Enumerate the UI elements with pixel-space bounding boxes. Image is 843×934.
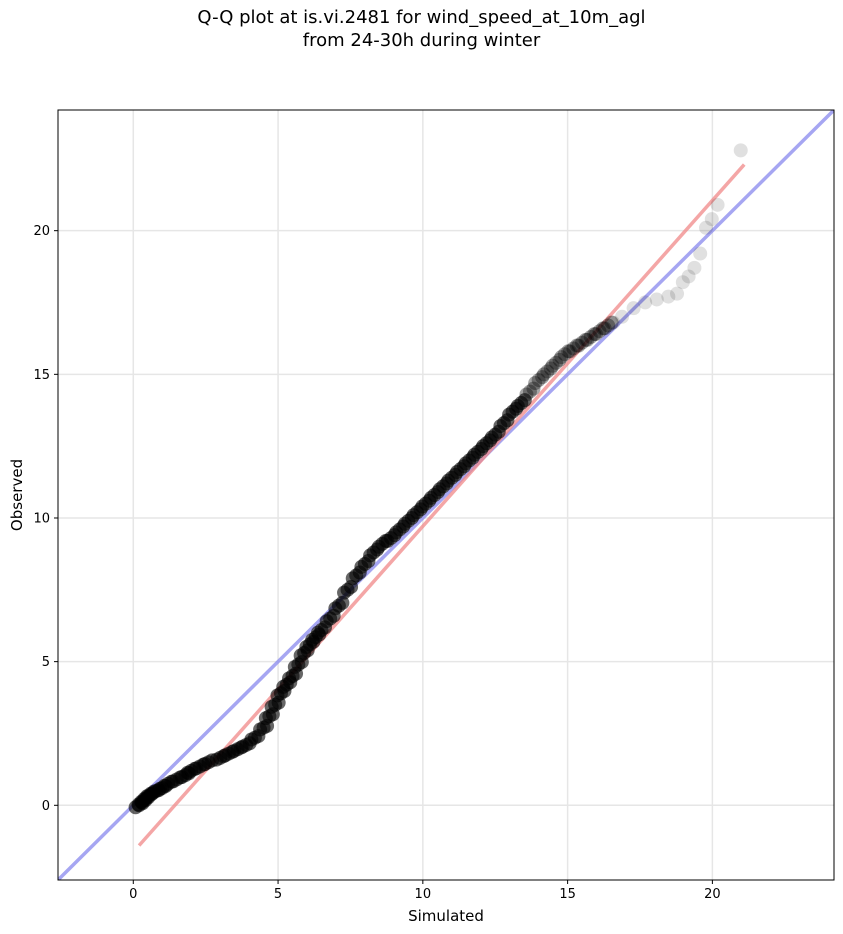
data-point bbox=[578, 332, 593, 347]
y-tick-label: 15 bbox=[33, 368, 50, 383]
data-point bbox=[704, 212, 719, 227]
plot-frame bbox=[57, 109, 835, 881]
data-point bbox=[601, 318, 616, 333]
data-point bbox=[675, 275, 690, 290]
data-point bbox=[670, 286, 685, 301]
data-point bbox=[661, 289, 676, 304]
data-point bbox=[681, 269, 696, 284]
data-point bbox=[536, 367, 551, 382]
data-point bbox=[575, 335, 590, 350]
data-point bbox=[698, 220, 713, 235]
data-point bbox=[626, 301, 641, 316]
data-point bbox=[733, 143, 748, 158]
data-point bbox=[557, 347, 572, 362]
x-tick-label: 15 bbox=[559, 887, 576, 902]
data-point bbox=[693, 246, 708, 261]
data-point bbox=[592, 324, 607, 339]
data-point bbox=[554, 350, 569, 365]
y-tick-label: 20 bbox=[33, 224, 50, 239]
data-point bbox=[522, 384, 537, 399]
x-tick-label: 10 bbox=[415, 887, 432, 902]
data-point bbox=[562, 344, 577, 359]
y-axis-label: Observed bbox=[8, 459, 26, 531]
x-axis-ticks: 0 5 10 15 20 bbox=[129, 880, 721, 902]
chart-title-line-2: from 24-30h during winter bbox=[302, 30, 541, 51]
data-point bbox=[519, 387, 534, 402]
data-point bbox=[561, 344, 576, 359]
data-point bbox=[595, 321, 610, 336]
data-point bbox=[535, 370, 550, 385]
data-point bbox=[583, 329, 598, 344]
fit-line bbox=[137, 163, 746, 847]
chart-title-line-1: Q-Q plot at is.vi.2481 for wind_speed_at… bbox=[197, 7, 646, 28]
data-point bbox=[597, 321, 612, 336]
data-point bbox=[531, 373, 546, 388]
data-point bbox=[549, 355, 564, 370]
grid bbox=[58, 110, 834, 880]
data-point bbox=[528, 376, 543, 391]
x-axis-label: Simulated bbox=[408, 907, 484, 925]
y-tick-label: 5 bbox=[42, 655, 50, 670]
data-point bbox=[649, 292, 664, 307]
identity-line bbox=[58, 110, 834, 880]
y-tick-label: 0 bbox=[42, 799, 50, 814]
data-point bbox=[569, 338, 584, 353]
x-tick-label: 0 bbox=[129, 887, 137, 902]
y-tick-label: 10 bbox=[33, 511, 50, 526]
data-point bbox=[517, 393, 532, 408]
reference-lines bbox=[58, 110, 834, 880]
data-point bbox=[545, 358, 560, 373]
data-point bbox=[615, 309, 630, 324]
data-point bbox=[638, 295, 653, 310]
data-point bbox=[543, 361, 558, 376]
data-point bbox=[552, 352, 567, 367]
data-point bbox=[566, 341, 581, 356]
data-point bbox=[540, 364, 555, 379]
data-point bbox=[606, 315, 621, 330]
data-point bbox=[571, 338, 586, 353]
data-point bbox=[526, 381, 541, 396]
data-point bbox=[710, 197, 725, 212]
data-point bbox=[687, 260, 702, 275]
data-point bbox=[604, 315, 619, 330]
data-point bbox=[588, 327, 603, 342]
x-tick-label: 5 bbox=[274, 887, 282, 902]
y-axis-ticks: 0 5 10 15 20 bbox=[33, 224, 58, 814]
x-tick-label: 20 bbox=[704, 887, 721, 902]
data-point bbox=[587, 327, 602, 342]
data-point bbox=[580, 332, 595, 347]
data-points bbox=[128, 143, 748, 815]
